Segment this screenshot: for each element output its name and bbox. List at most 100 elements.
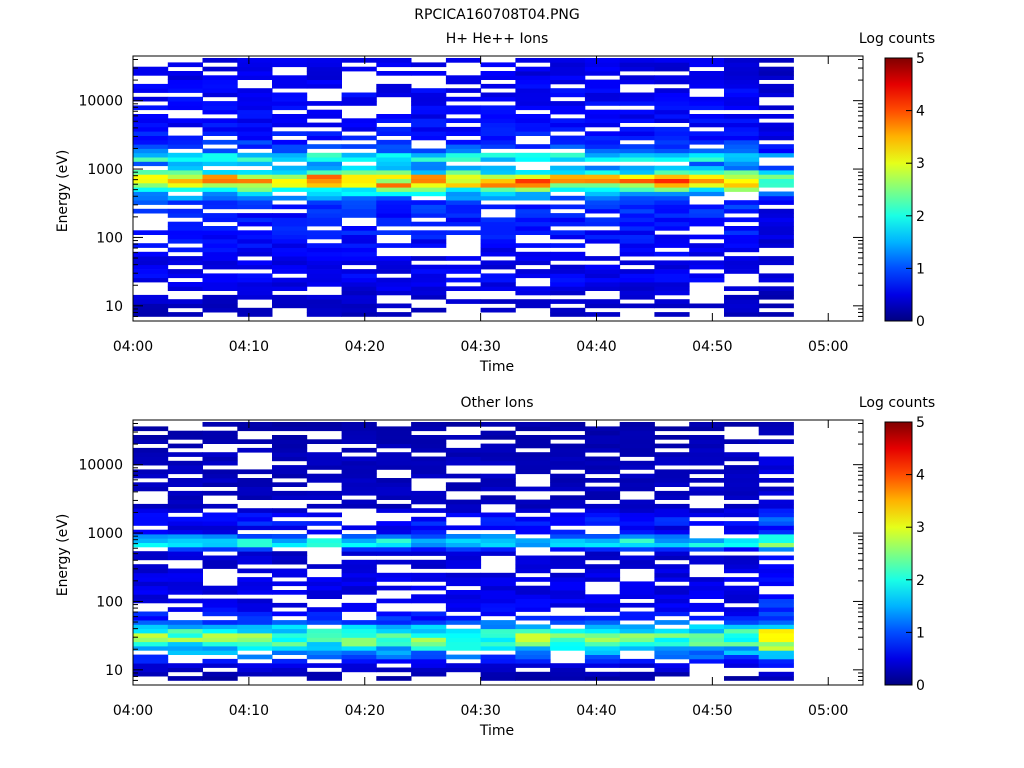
heatmap-cell (341, 503, 377, 509)
heatmap-cell (724, 157, 760, 162)
heatmap-cell (376, 126, 412, 132)
heatmap-cell (724, 144, 760, 149)
heatmap-cell (202, 671, 238, 677)
heatmap-cell (515, 79, 551, 85)
heatmap-cell (515, 182, 551, 188)
heatmap-cell (376, 131, 412, 136)
heatmap-cell (341, 430, 377, 436)
x-tick-label: 04:10 (229, 703, 269, 719)
heatmap-cell (515, 118, 551, 123)
heatmap-cell (689, 208, 725, 214)
heatmap-cell (584, 430, 621, 436)
heatmap-cell (272, 282, 308, 287)
heatmap-cell (445, 230, 482, 235)
heatmap-cell (480, 633, 516, 638)
heatmap-cell (202, 503, 238, 509)
heatmap-cell (584, 88, 621, 93)
heatmap-cell (654, 282, 690, 287)
heatmap-cell (654, 490, 690, 496)
heatmap-cell (689, 260, 725, 266)
heatmap-cell (133, 585, 169, 591)
heatmap-cell (202, 482, 238, 487)
heatmap-cell (376, 282, 412, 287)
heatmap-cell (237, 131, 273, 136)
heatmap-cell (550, 312, 586, 317)
heatmap-cell (480, 286, 516, 291)
heatmap-cell (724, 676, 760, 681)
panel-h-he-ions: H+ He++ Ions 04:00 04:10 04:20 04:30 04:40 04… (55, 31, 935, 375)
heatmap-cell (480, 637, 516, 643)
heatmap-cell (133, 105, 169, 111)
heatmap-cell (445, 512, 482, 518)
heatmap-cell (167, 238, 203, 244)
heatmap-cell (689, 478, 725, 483)
heatmap-cell (202, 564, 238, 569)
heatmap-cell (584, 62, 621, 68)
heatmap-cell (306, 577, 342, 582)
heatmap-cell (133, 135, 169, 141)
heatmap-cell (515, 260, 551, 266)
heatmap-cell (445, 435, 482, 440)
heatmap-cell (376, 221, 412, 227)
heatmap-cell (480, 92, 516, 98)
heatmap-cell (237, 195, 273, 201)
heatmap-cell (584, 650, 621, 655)
heatmap-cell (619, 170, 655, 175)
heatmap-cell (550, 109, 586, 115)
heatmap-cell (272, 633, 308, 638)
heatmap-cell (619, 525, 655, 531)
heatmap-cell (376, 182, 412, 188)
heatmap-cell (237, 286, 273, 291)
heatmap-cell (237, 96, 273, 102)
heatmap-cell (237, 654, 273, 660)
heatmap-cell (376, 628, 412, 634)
heatmap-cell (306, 152, 342, 158)
heatmap-cell (480, 195, 516, 201)
heatmap-cell (445, 551, 482, 556)
heatmap-cell (202, 277, 238, 283)
heatmap-cell (619, 251, 655, 257)
heatmap-cell (376, 615, 412, 621)
heatmap-cell (306, 503, 342, 509)
heatmap-cell (654, 478, 690, 483)
heatmap-cell (724, 114, 760, 119)
heatmap-cell (445, 667, 482, 673)
heatmap-cell (376, 490, 412, 496)
heatmap-cell (445, 482, 482, 487)
heatmap-cell (724, 126, 760, 132)
heatmap-cell (167, 503, 203, 509)
heatmap-cell (306, 101, 342, 106)
heatmap-cell (515, 178, 551, 184)
colorbar-tick-label: 5 (916, 415, 925, 431)
heatmap-cell (515, 658, 551, 664)
heatmap-cell (411, 641, 447, 647)
heatmap-cell (411, 473, 447, 479)
heatmap-cell (550, 187, 586, 192)
heatmap-cell (654, 234, 690, 240)
heatmap-cell (445, 299, 482, 304)
heatmap-cell (758, 234, 794, 240)
heatmap-cell (133, 508, 169, 513)
heatmap-cell (272, 551, 308, 556)
heatmap-cell (445, 628, 482, 634)
heatmap-cell (202, 294, 238, 300)
heatmap-cell (202, 559, 238, 565)
heatmap-cell (306, 495, 342, 500)
heatmap-cell (654, 286, 690, 291)
heatmap-cell (724, 187, 760, 192)
heatmap-cell (202, 66, 238, 72)
heatmap-cell (445, 654, 482, 660)
heatmap-cell (689, 469, 725, 475)
heatmap-cell (689, 658, 725, 664)
heatmap-cell (550, 538, 586, 543)
heatmap-cell (724, 178, 760, 184)
heatmap-cell (376, 256, 412, 261)
heatmap-cell (550, 273, 586, 279)
heatmap-cell (515, 290, 551, 296)
heatmap-cell (689, 277, 725, 283)
heatmap-cell (584, 516, 621, 522)
heatmap-cell (167, 139, 203, 145)
heatmap-cell (272, 195, 308, 201)
heatmap-cell (341, 499, 377, 505)
heatmap-cell (480, 478, 516, 483)
